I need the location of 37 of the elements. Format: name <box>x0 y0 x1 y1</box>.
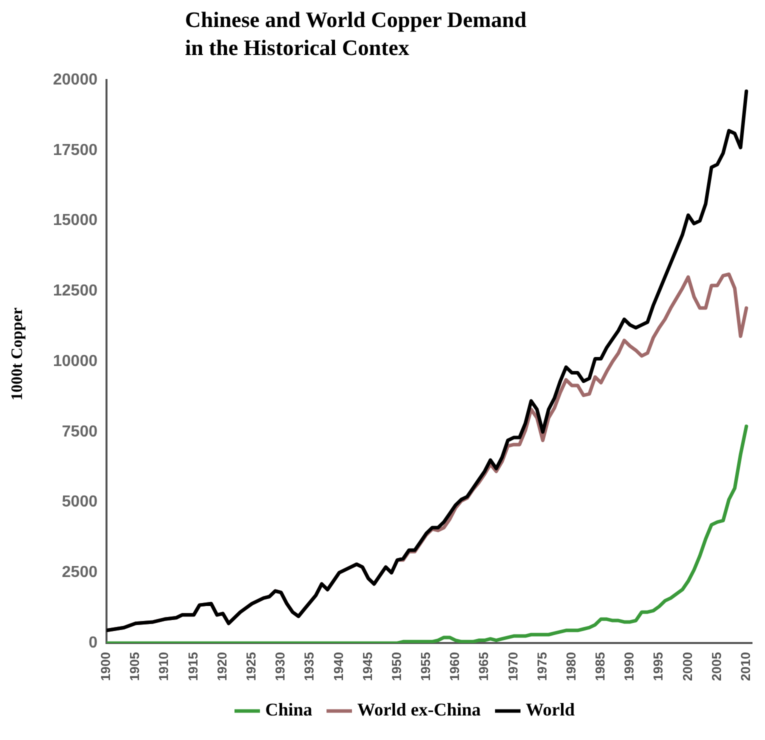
x-tick-label: 1925 <box>244 652 258 681</box>
y-tick-label: 20000 <box>52 71 98 88</box>
x-tick-label: 1960 <box>447 652 462 681</box>
x-tick-label: 1905 <box>127 652 142 681</box>
x-tick-label: 2000 <box>680 652 695 681</box>
y-tick-label: 5000 <box>62 494 98 511</box>
y-tick-label: 2500 <box>62 564 98 582</box>
y-tick-label: 17500 <box>52 142 98 159</box>
x-tick-label: 1965 <box>476 652 492 681</box>
x-tick-label: 1975 <box>534 652 550 681</box>
x-tick-label: 2005 <box>708 652 724 681</box>
x-tick-label: 1900 <box>98 652 114 681</box>
x-tick-label: 1930 <box>272 652 288 681</box>
x-tick-label: 1995 <box>650 652 666 681</box>
x-tick-label: 1945 <box>360 652 375 681</box>
x-tick-label: 1970 <box>505 652 520 681</box>
chart-title: Chinese and World Copper Demand in the Historical Contex <box>185 6 526 62</box>
y-tick-label: 15000 <box>52 212 98 230</box>
x-tick-label: 1920 <box>214 652 230 681</box>
y-tick-label: 12500 <box>52 282 98 300</box>
x-tick-label: 2010 <box>738 652 753 681</box>
y-axis-title: 1000t Copper <box>9 306 27 402</box>
x-tick-label: 1935 <box>302 652 317 681</box>
legend-label: World ex-China <box>357 700 481 720</box>
x-tick-label: 1910 <box>156 652 172 681</box>
x-tick-label: 1990 <box>622 652 637 681</box>
x-tick-label: 1940 <box>330 652 346 681</box>
y-tick-label: 7500 <box>62 423 98 440</box>
x-tick-label: 1985 <box>592 652 608 681</box>
x-tick-label: 1950 <box>388 652 404 681</box>
y-tick-label: 10000 <box>52 352 98 370</box>
y-tick-label: 0 <box>88 634 98 652</box>
legend-label: World <box>526 700 575 720</box>
x-tick-label: 1980 <box>563 652 578 681</box>
x-tick-label: 1955 <box>418 652 434 681</box>
legend-label: China <box>265 700 312 720</box>
x-tick-label: 1915 <box>185 652 200 681</box>
